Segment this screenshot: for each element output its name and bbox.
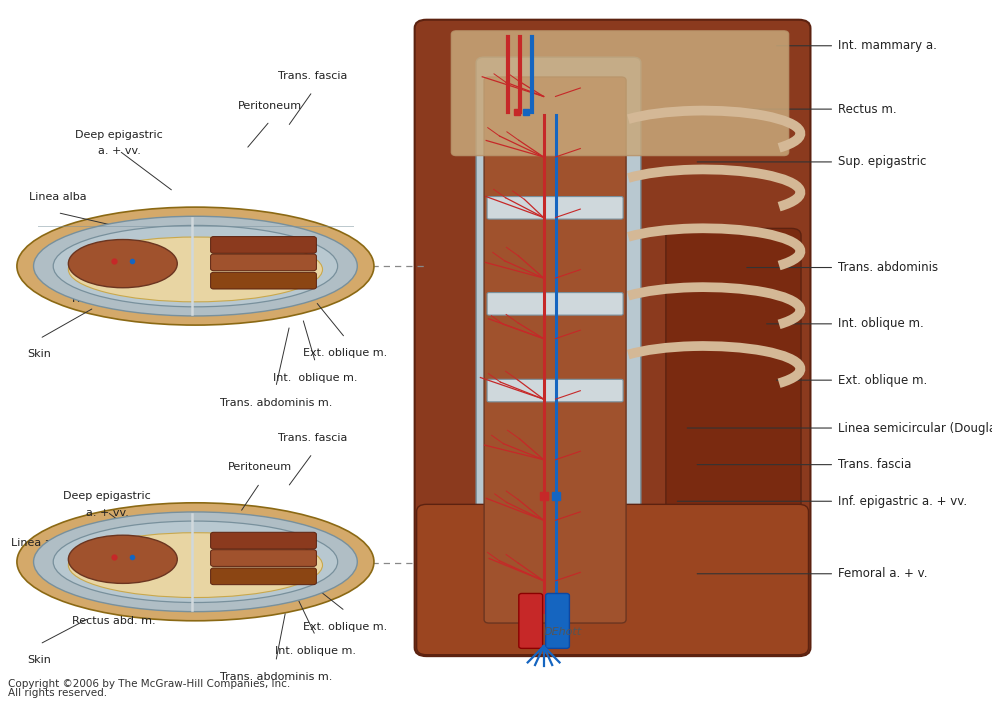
Text: Sup. epigastric: Sup. epigastric	[838, 156, 927, 168]
Text: Deep epigastric: Deep epigastric	[63, 491, 151, 501]
Text: DEhott: DEhott	[544, 627, 581, 637]
Ellipse shape	[54, 225, 337, 307]
FancyBboxPatch shape	[210, 550, 316, 567]
Text: Trans. fascia: Trans. fascia	[278, 433, 347, 443]
FancyBboxPatch shape	[476, 57, 641, 632]
Text: Rectus m.: Rectus m.	[838, 103, 897, 115]
Text: Trans. abdominis m.: Trans. abdominis m.	[219, 398, 332, 408]
Text: a. + vv.: a. + vv.	[97, 146, 141, 156]
FancyBboxPatch shape	[451, 31, 789, 156]
Text: a. + vv.: a. + vv.	[85, 508, 129, 517]
Text: Rectus abd. m.: Rectus abd. m.	[72, 294, 156, 304]
FancyBboxPatch shape	[210, 237, 316, 253]
Text: Inf. epigastric a. + vv.: Inf. epigastric a. + vv.	[838, 495, 967, 508]
Ellipse shape	[54, 521, 337, 603]
Text: Skin: Skin	[28, 349, 52, 359]
Text: Trans. fascia: Trans. fascia	[838, 458, 912, 471]
Text: Femoral a. + v.: Femoral a. + v.	[838, 567, 928, 580]
Text: Deep epigastric: Deep epigastric	[75, 130, 163, 140]
Ellipse shape	[68, 237, 322, 302]
FancyBboxPatch shape	[546, 593, 569, 648]
Text: Ext. oblique m.: Ext. oblique m.	[304, 348, 387, 358]
Text: Trans. fascia: Trans. fascia	[278, 71, 347, 81]
Ellipse shape	[68, 535, 178, 584]
Text: Copyright ©2006 by The McGraw-Hill Companies, Inc.: Copyright ©2006 by The McGraw-Hill Compa…	[8, 679, 291, 689]
FancyBboxPatch shape	[484, 77, 626, 623]
Text: Trans. abdominis m.: Trans. abdominis m.	[219, 672, 332, 682]
Text: Linea semicircular (Douglas): Linea semicircular (Douglas)	[838, 422, 992, 434]
Ellipse shape	[68, 533, 322, 598]
Ellipse shape	[17, 207, 374, 325]
Text: Skin: Skin	[28, 655, 52, 665]
Text: Linea alba: Linea alba	[11, 539, 68, 548]
Text: Int.  oblique m.: Int. oblique m.	[273, 373, 358, 383]
FancyBboxPatch shape	[519, 593, 543, 648]
Ellipse shape	[68, 239, 178, 288]
FancyBboxPatch shape	[417, 504, 808, 655]
Text: Linea alba: Linea alba	[29, 192, 86, 202]
Ellipse shape	[17, 503, 374, 621]
FancyBboxPatch shape	[210, 254, 316, 271]
FancyBboxPatch shape	[487, 293, 623, 315]
FancyBboxPatch shape	[210, 568, 316, 584]
Text: All rights reserved.: All rights reserved.	[8, 689, 107, 698]
Text: Int. oblique m.: Int. oblique m.	[838, 318, 924, 330]
FancyBboxPatch shape	[210, 532, 316, 549]
FancyBboxPatch shape	[666, 228, 802, 627]
FancyBboxPatch shape	[487, 379, 623, 402]
FancyBboxPatch shape	[487, 196, 623, 219]
Text: Rectus abd. m.: Rectus abd. m.	[72, 616, 156, 626]
Text: Ext. oblique m.: Ext. oblique m.	[304, 622, 387, 631]
Ellipse shape	[34, 512, 357, 612]
Text: Trans. abdominis: Trans. abdominis	[838, 261, 938, 274]
Text: Int. oblique m.: Int. oblique m.	[275, 646, 356, 656]
FancyBboxPatch shape	[210, 272, 316, 289]
Ellipse shape	[34, 216, 357, 316]
FancyBboxPatch shape	[415, 20, 810, 656]
Text: Peritoneum: Peritoneum	[228, 463, 292, 472]
Text: Ext. oblique m.: Ext. oblique m.	[838, 374, 928, 386]
Text: Peritoneum: Peritoneum	[238, 101, 302, 111]
Text: Int. mammary a.: Int. mammary a.	[838, 39, 937, 52]
